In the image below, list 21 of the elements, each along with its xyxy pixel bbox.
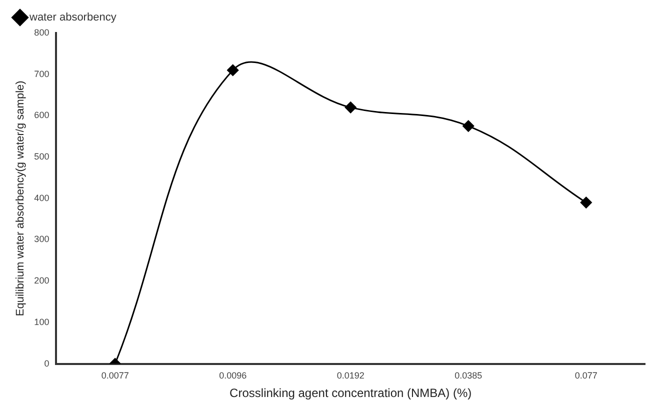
y-tick-label: 300: [34, 234, 50, 244]
point: [344, 102, 356, 114]
x-tick-label: 0.0192: [336, 370, 364, 381]
y-tick-label: 0: [44, 358, 50, 368]
y-tick-label: 200: [34, 276, 50, 286]
y-tick-label: 400: [34, 192, 50, 203]
y-tick-label: 600: [34, 110, 50, 120]
x-tick-label: 0.0077: [101, 370, 129, 381]
point: [580, 196, 592, 208]
y-axis-title: Equilibrium water absorbency(g water/g sample): [14, 80, 27, 316]
point: [227, 64, 239, 76]
x-tick-label: 0.077: [574, 370, 598, 381]
y-tick-label: 100: [34, 316, 50, 327]
point: [462, 120, 474, 132]
y-tick-label: 700: [34, 68, 50, 79]
y-tick-label: 500: [34, 152, 50, 162]
legend-label: water absorbency: [28, 12, 117, 24]
x-tick-label: 0.0096: [219, 370, 247, 381]
y-tick-label: 800: [34, 27, 50, 38]
x-tick-label: 0.0385: [454, 370, 482, 381]
x-axis-title: Crosslinking agent concentration (NMBA) (%): [230, 386, 472, 400]
